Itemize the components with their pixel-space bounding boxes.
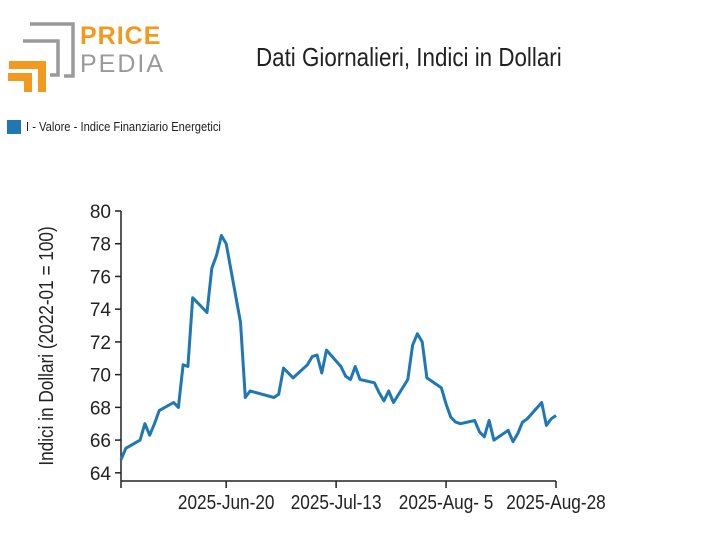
y-tick-label: 78 — [90, 235, 111, 256]
y-tick-label: 70 — [90, 366, 111, 387]
logo-word-price: PRICE — [80, 22, 162, 50]
logo-word-pedia: PEDIA — [80, 50, 166, 78]
y-tick-label: 66 — [90, 431, 111, 452]
legend-label: I - Valore - Indice Finanziario Energeti… — [26, 119, 221, 134]
pricepedia-logo: PRICE PEDIA — [8, 22, 163, 94]
y-axis: 64 66 68 70 72 74 76 78 80 — [90, 202, 122, 485]
y-tick-label: 74 — [90, 300, 112, 321]
y-tick-label: 72 — [90, 333, 111, 354]
logo-mark-icon — [8, 22, 75, 92]
chart-title: Dati Giornalieri, Indici in Dollari — [256, 42, 562, 72]
legend[interactable]: I - Valore - Indice Finanziario Energeti… — [7, 119, 253, 134]
x-tick-label: 2025-Jul-13 — [291, 491, 382, 514]
y-axis-label: Indici in Dollari (2022-01 = 100) — [35, 226, 58, 465]
legend-swatch — [7, 119, 21, 134]
y-tick-label: 80 — [90, 202, 111, 223]
series-line — [119, 234, 557, 461]
x-tick-label: 2025-Aug- 5 — [399, 491, 494, 514]
y-tick-label: 64 — [90, 464, 112, 485]
x-axis: 2025-Jun-20 2025-Jul-13 2025-Aug- 5 2025-Au… — [120, 480, 606, 514]
y-tick-label: 68 — [90, 398, 111, 419]
x-tick-label: 2025-Jun-20 — [178, 491, 275, 514]
x-tick-label: 2025-Aug-28 — [506, 491, 605, 514]
y-tick-label: 76 — [90, 267, 111, 288]
